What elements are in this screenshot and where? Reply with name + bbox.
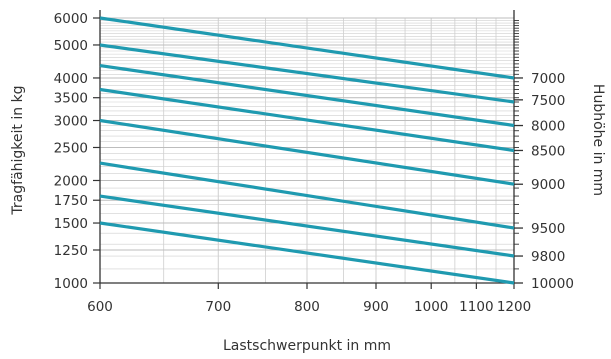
y-tick-label-left: 4000 [54,71,88,87]
y-tick-label-left: 5000 [54,38,88,54]
y-tick-label-right: 7500 [531,93,565,109]
axes [93,10,523,289]
y-tick-label-left: 1250 [54,243,88,259]
series-line [99,221,515,285]
y-tick-label-right: 7000 [531,71,565,87]
series-line [99,118,515,186]
y-tick-label-right: 8500 [531,143,565,159]
y-tick-label-left: 3000 [54,114,88,130]
x-axis-title: Lastschwerpunkt in mm [223,338,391,354]
series-line [99,161,515,230]
series-line [99,194,515,258]
x-tick-label: 900 [363,299,389,315]
series-line [99,64,515,128]
series-line [99,87,515,153]
x-tick-label: 600 [87,299,113,315]
y-tick-label-right: 9000 [531,177,565,193]
series-line [99,16,515,80]
x-tick-label: 1200 [497,299,531,315]
x-tick-label: 700 [205,299,231,315]
y-tick-label-left: 2000 [54,173,88,189]
y-tick-label-left: 1500 [54,216,88,232]
series-group [99,16,515,285]
y-tick-label-left: 3500 [54,91,88,107]
y-tick-label-right: 10000 [531,276,574,292]
y-tick-label-left: 1750 [54,193,88,209]
x-tick-label: 1100 [459,299,493,315]
y-tick-label-right: 9800 [531,249,565,265]
x-tick-label: 1000 [414,299,448,315]
x-tick-label: 800 [294,299,320,315]
y-axis-title-left: Tragfähigkeit in kg [10,85,26,215]
y-tick-label-left: 1000 [54,276,88,292]
y-tick-label-right: 9500 [531,221,565,237]
y-axis-title-right: Hubhöhe in mm [590,84,606,196]
series-line [99,43,515,104]
y-tick-label-right: 8000 [531,119,565,135]
y-tick-label-left: 2500 [54,140,88,156]
tick-labels: 1000 1250 1500 1750 2000 2500 3000 3500 4000 5000… [54,11,574,315]
grid-lines [100,17,514,284]
y-tick-label-left: 6000 [54,11,88,27]
